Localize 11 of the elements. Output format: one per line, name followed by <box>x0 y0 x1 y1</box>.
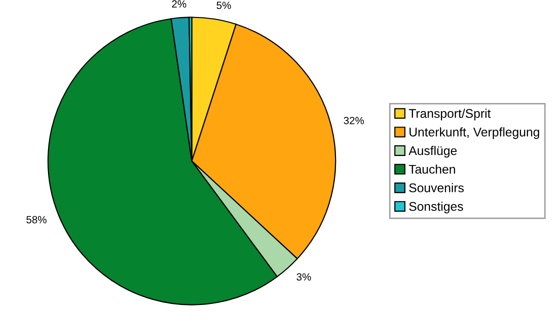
legend-label: Sonstiges <box>409 202 464 214</box>
data-label: 2% <box>172 0 186 8</box>
legend-label: Souvenirs <box>409 183 464 192</box>
data-label: 5% <box>216 2 231 10</box>
legend-label: Transport/Sprit <box>408 108 491 120</box>
legend-label: Ausflüge <box>408 146 457 158</box>
data-label: 58% <box>26 216 47 224</box>
data-label: 3% <box>296 273 311 281</box>
legend-label: Tauchen <box>408 164 456 174</box>
data-label: 32% <box>344 116 364 124</box>
legend-label: Unterkunft, Verpflegung <box>410 127 540 139</box>
